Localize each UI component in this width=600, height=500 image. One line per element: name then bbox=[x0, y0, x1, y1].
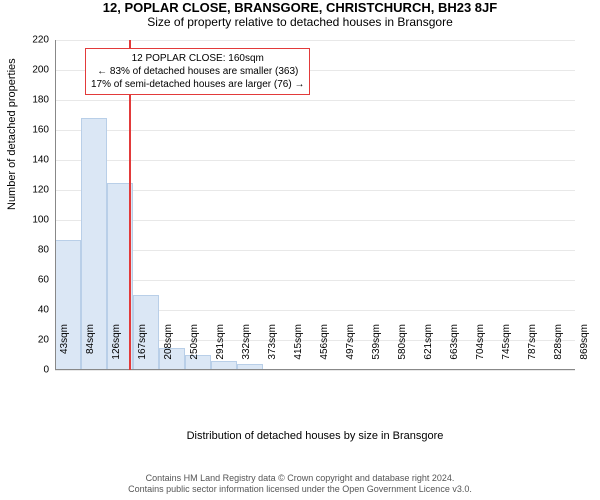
gridline bbox=[55, 370, 575, 371]
xtick-label: 167sqm bbox=[137, 324, 148, 374]
xtick-label: 208sqm bbox=[163, 324, 174, 374]
xtick-label: 126sqm bbox=[111, 324, 122, 374]
ytick-label: 80 bbox=[19, 245, 49, 256]
xtick-label: 745sqm bbox=[501, 324, 512, 374]
plot-area: 02040608010012014016018020022043sqm84sqm… bbox=[55, 40, 575, 370]
chart-container: 12, POPLAR CLOSE, BRANSGORE, CHRISTCHURC… bbox=[0, 0, 600, 500]
xtick-label: 869sqm bbox=[579, 324, 590, 374]
ytick-label: 100 bbox=[19, 215, 49, 226]
ytick-label: 20 bbox=[19, 335, 49, 346]
xtick-label: 663sqm bbox=[449, 324, 460, 374]
annotation-line3: 17% of semi-detached houses are larger (… bbox=[91, 78, 304, 91]
ytick-label: 140 bbox=[19, 155, 49, 166]
y-axis-label: Number of detached properties bbox=[6, 58, 18, 210]
gridline bbox=[55, 280, 575, 281]
gridline bbox=[55, 220, 575, 221]
xtick-label: 497sqm bbox=[345, 324, 356, 374]
xtick-label: 787sqm bbox=[527, 324, 538, 374]
xtick-label: 828sqm bbox=[553, 324, 564, 374]
chart-subtitle: Size of property relative to detached ho… bbox=[0, 15, 600, 29]
gridline bbox=[55, 40, 575, 41]
ytick-label: 160 bbox=[19, 125, 49, 136]
gridline bbox=[55, 250, 575, 251]
xtick-label: 539sqm bbox=[371, 324, 382, 374]
xtick-label: 250sqm bbox=[189, 324, 200, 374]
chart-title: 12, POPLAR CLOSE, BRANSGORE, CHRISTCHURC… bbox=[0, 0, 600, 15]
footer-line2: Contains public sector information licen… bbox=[0, 484, 600, 496]
xtick-label: 291sqm bbox=[215, 324, 226, 374]
ytick-label: 120 bbox=[19, 185, 49, 196]
x-axis-line bbox=[55, 369, 575, 370]
xtick-label: 84sqm bbox=[85, 324, 96, 374]
xtick-label: 43sqm bbox=[59, 324, 70, 374]
xtick-label: 373sqm bbox=[267, 324, 278, 374]
ytick-label: 40 bbox=[19, 305, 49, 316]
xtick-label: 415sqm bbox=[293, 324, 304, 374]
xtick-label: 704sqm bbox=[475, 324, 486, 374]
xtick-label: 580sqm bbox=[397, 324, 408, 374]
y-axis-line bbox=[55, 40, 56, 370]
gridline bbox=[55, 190, 575, 191]
xtick-label: 332sqm bbox=[241, 324, 252, 374]
gridline bbox=[55, 130, 575, 131]
x-axis-label: Distribution of detached houses by size … bbox=[55, 430, 575, 442]
annotation-line1: 12 POPLAR CLOSE: 160sqm bbox=[91, 52, 304, 65]
gridline bbox=[55, 100, 575, 101]
ytick-label: 60 bbox=[19, 275, 49, 286]
annotation-line2: ← 83% of detached houses are smaller (36… bbox=[91, 65, 304, 78]
footer-attribution: Contains HM Land Registry data © Crown c… bbox=[0, 473, 600, 496]
gridline bbox=[55, 160, 575, 161]
footer-line1: Contains HM Land Registry data © Crown c… bbox=[0, 473, 600, 485]
xtick-label: 621sqm bbox=[423, 324, 434, 374]
ytick-label: 200 bbox=[19, 65, 49, 76]
xtick-label: 456sqm bbox=[319, 324, 330, 374]
annotation-box: 12 POPLAR CLOSE: 160sqm← 83% of detached… bbox=[85, 48, 310, 95]
ytick-label: 180 bbox=[19, 95, 49, 106]
ytick-label: 220 bbox=[19, 35, 49, 46]
ytick-label: 0 bbox=[19, 365, 49, 376]
